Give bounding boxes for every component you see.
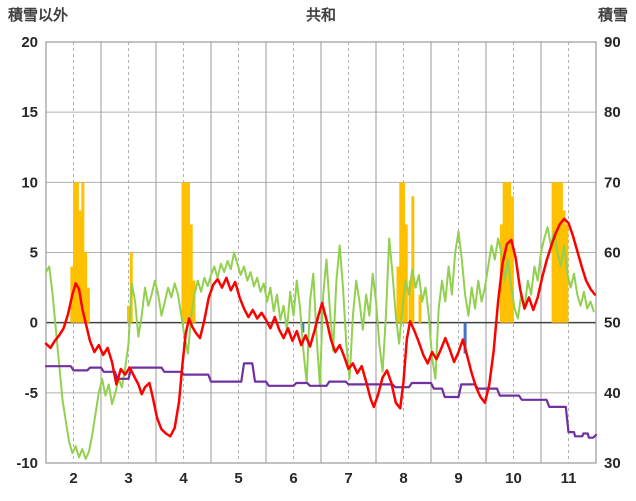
left-axis-tick-label: 5: [30, 245, 38, 262]
orange-bars-bar: [84, 252, 88, 323]
orange-bars-bar: [127, 305, 130, 323]
orange-bars-bar: [411, 196, 415, 323]
left-axis-tick-label: 0: [30, 315, 38, 332]
orange-bars-bar: [510, 196, 514, 323]
blue-bars-bar: [301, 322, 305, 333]
chart-title: 共和: [305, 7, 336, 24]
orange-bars-bar: [73, 182, 77, 323]
blue-bars-bar: [463, 322, 467, 354]
orange-bars-bar: [559, 182, 563, 323]
orange-bars-bar: [557, 182, 561, 323]
orange-bars-bar: [404, 224, 408, 323]
right-axis-tick-label: 40: [604, 385, 621, 402]
orange-bars-bar: [562, 210, 566, 323]
red-line: [44, 217, 597, 438]
x-axis-tick-label: 6: [289, 470, 297, 487]
right-axis-tick-label: 60: [604, 245, 621, 262]
left-axis-tick-label: -5: [25, 385, 38, 402]
orange-bars-bar: [551, 182, 555, 323]
x-axis-tick-label: 3: [124, 470, 132, 487]
left-axis-tick-label: -10: [16, 455, 38, 472]
orange-bars-bar: [408, 280, 412, 323]
orange-bars-bar: [78, 210, 82, 323]
right-axis-title: 積雪: [597, 7, 628, 24]
plot-border: [45, 41, 597, 464]
orange-bars-bar: [554, 182, 558, 323]
orange-bars-bar: [186, 182, 190, 323]
x-axis-tick-label: 9: [454, 470, 462, 487]
orange-bars-bar: [402, 182, 405, 323]
x-axis-tick-label: 11: [561, 470, 577, 487]
x-axis-tick-label: 5: [234, 470, 242, 487]
orange-bars-bar: [399, 182, 403, 323]
orange-bars-bar: [184, 182, 188, 323]
orange-bars-bar: [505, 182, 509, 323]
right-axis-tick-label: 80: [604, 104, 621, 121]
orange-bars-bar: [81, 182, 85, 323]
orange-bars-bar: [418, 294, 422, 323]
left-axis-tick-label: 20: [21, 34, 38, 51]
left-axis-tick-label: 10: [21, 174, 38, 191]
right-axis-tick-label: 90: [604, 34, 621, 51]
left-axis-title: 積雪以外: [8, 7, 69, 24]
x-axis-tick-label: 4: [179, 470, 188, 487]
orange-bars-bar: [181, 182, 185, 323]
orange-bars-bar: [396, 266, 400, 323]
right-axis-tick-label: 50: [604, 315, 621, 332]
right-axis-tick-label: 70: [604, 174, 621, 191]
right-axis-tick-label: 30: [604, 455, 621, 472]
orange-bars-bar: [508, 182, 512, 323]
orange-bars-bar: [189, 224, 193, 323]
x-axis-tick-label: 2: [69, 470, 77, 487]
orange-bars-bar: [75, 182, 79, 323]
x-axis-tick-label: 8: [399, 470, 407, 487]
orange-bars-bar: [86, 287, 90, 323]
left-axis-tick-label: 15: [21, 104, 38, 121]
x-axis-tick-label: 10: [505, 470, 522, 487]
x-axis-tick-label: 7: [344, 470, 352, 487]
